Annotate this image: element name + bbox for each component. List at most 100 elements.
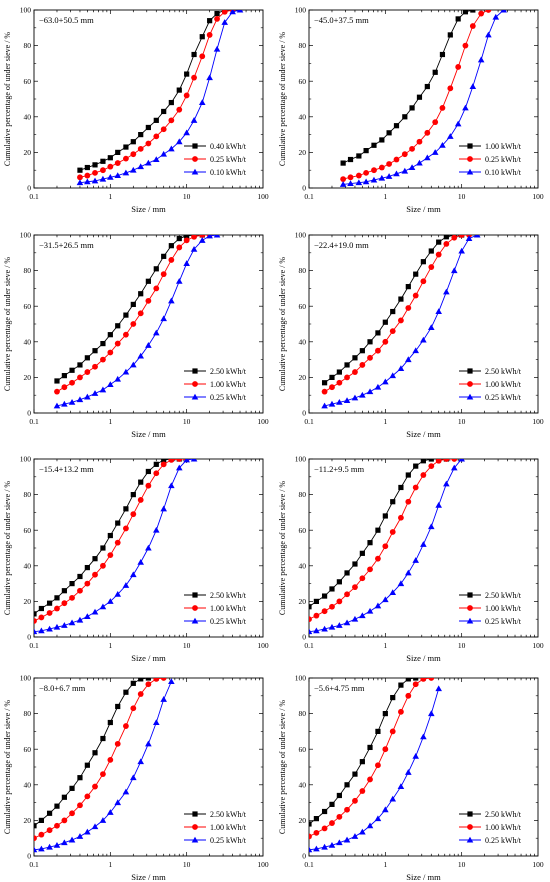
data-point bbox=[199, 53, 206, 60]
data-point bbox=[206, 32, 213, 38]
data-point bbox=[432, 69, 438, 75]
data-point bbox=[389, 795, 397, 802]
legend-marker bbox=[467, 156, 473, 162]
data-point bbox=[61, 588, 67, 594]
data-point bbox=[137, 163, 145, 170]
data-point bbox=[69, 379, 75, 386]
chart-title: −11.2+9.5 mm bbox=[314, 464, 365, 474]
y-tick-label: 80 bbox=[299, 709, 307, 718]
x-axis-label: Size / mm bbox=[406, 872, 441, 882]
x-tick-label: 100 bbox=[532, 192, 544, 201]
series-line bbox=[343, 10, 489, 180]
data-point bbox=[329, 586, 335, 592]
series-3 bbox=[53, 235, 221, 409]
chart-panel-8: 0.1 1 10 100 0 20 40 60 80 100 Size / mm Cumulative… bbox=[278, 674, 544, 882]
y-axis-label: Cumulative percentage of under sieve / % bbox=[278, 257, 287, 392]
y-tick-label: 40 bbox=[299, 112, 307, 121]
data-point bbox=[378, 174, 386, 181]
series-1 bbox=[54, 235, 205, 384]
legend-label: 1.00 kWh/t bbox=[485, 823, 522, 832]
data-point bbox=[168, 459, 175, 463]
data-point bbox=[363, 148, 369, 154]
data-point bbox=[46, 827, 53, 834]
data-point bbox=[69, 594, 75, 601]
x-tick-label: 10 bbox=[458, 417, 466, 426]
y-axis-label: Cumulative percentage of under sieve / % bbox=[3, 700, 12, 835]
data-point bbox=[130, 705, 137, 712]
data-point bbox=[443, 288, 450, 295]
data-point bbox=[61, 794, 67, 800]
data-point bbox=[375, 728, 381, 734]
data-point bbox=[367, 744, 373, 751]
data-point bbox=[458, 459, 465, 462]
data-point bbox=[138, 291, 144, 297]
data-point bbox=[122, 368, 130, 375]
data-point bbox=[405, 472, 411, 478]
y-tick-label: 60 bbox=[299, 302, 307, 311]
x-tick-label: 0.1 bbox=[304, 860, 314, 869]
x-tick-label: 1 bbox=[108, 417, 112, 426]
y-tick-label: 40 bbox=[24, 561, 32, 570]
y-axis-label: Cumulative percentage of under sieve / % bbox=[278, 481, 287, 616]
data-point bbox=[191, 235, 197, 240]
legend-label: 1.00 kWh/t bbox=[485, 604, 522, 613]
data-point bbox=[321, 843, 328, 850]
data-point bbox=[99, 817, 107, 823]
data-point bbox=[77, 587, 83, 594]
data-point bbox=[432, 119, 439, 126]
data-point bbox=[389, 728, 396, 735]
data-point bbox=[183, 260, 190, 266]
data-point bbox=[190, 459, 198, 462]
data-point bbox=[107, 756, 114, 763]
data-point bbox=[145, 278, 151, 284]
legend-marker bbox=[192, 143, 198, 149]
x-axis-label: Size / mm bbox=[131, 429, 166, 439]
data-point bbox=[206, 235, 213, 239]
data-point bbox=[356, 153, 362, 159]
data-point bbox=[153, 266, 159, 272]
data-point bbox=[114, 590, 122, 597]
data-point bbox=[176, 106, 183, 113]
data-point bbox=[450, 267, 458, 274]
data-point bbox=[138, 479, 144, 485]
series-line bbox=[34, 678, 164, 839]
data-point bbox=[84, 762, 90, 768]
data-point bbox=[122, 788, 130, 795]
data-point bbox=[355, 179, 363, 186]
y-tick-label: 40 bbox=[299, 337, 307, 346]
data-point bbox=[145, 678, 151, 681]
data-point bbox=[450, 464, 458, 471]
data-point bbox=[130, 571, 137, 578]
y-tick-label: 80 bbox=[24, 266, 32, 275]
data-point bbox=[107, 155, 113, 161]
legend-label: 2.50 kWh/t bbox=[210, 367, 247, 376]
data-point bbox=[229, 10, 236, 15]
data-point bbox=[420, 278, 427, 285]
data-point bbox=[123, 312, 129, 318]
y-tick-label: 20 bbox=[299, 148, 307, 157]
series-3 bbox=[339, 10, 507, 187]
x-tick-label: 0.1 bbox=[304, 641, 314, 650]
data-point bbox=[46, 625, 53, 632]
data-point bbox=[77, 167, 83, 173]
data-point bbox=[424, 154, 431, 161]
data-point bbox=[359, 362, 366, 368]
data-point bbox=[397, 783, 405, 790]
data-point bbox=[398, 708, 404, 715]
data-point bbox=[321, 608, 328, 615]
data-point bbox=[145, 544, 152, 551]
data-point bbox=[405, 498, 412, 505]
legend-entry: 1.00 kWh/t bbox=[459, 604, 522, 613]
data-point bbox=[77, 802, 83, 809]
data-point bbox=[359, 348, 365, 354]
data-point bbox=[309, 616, 312, 623]
data-point bbox=[462, 104, 469, 111]
legend-label: 0.25 kWh/t bbox=[210, 617, 247, 626]
data-point bbox=[92, 783, 98, 790]
data-point bbox=[107, 332, 113, 338]
series-2 bbox=[321, 235, 472, 395]
series-2 bbox=[77, 10, 236, 181]
data-point bbox=[183, 237, 190, 244]
data-point bbox=[355, 172, 362, 179]
x-tick-label: 100 bbox=[532, 641, 544, 650]
